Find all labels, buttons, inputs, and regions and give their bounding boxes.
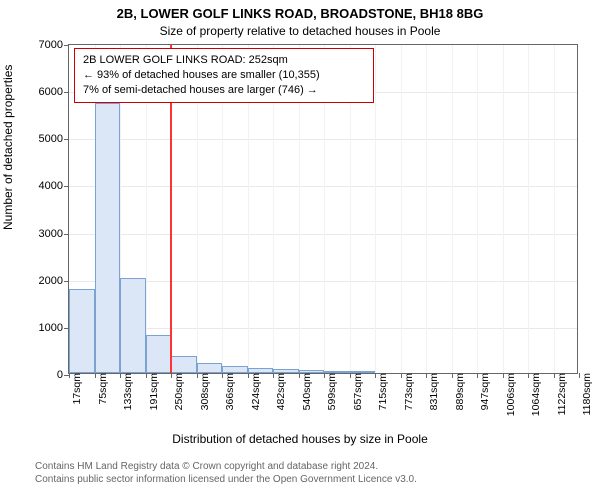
x-tick-label: 424sqm: [244, 373, 262, 410]
histogram-bar: [248, 368, 274, 373]
chart-subtitle: Size of property relative to detached ho…: [0, 24, 600, 38]
gridline-v: [426, 45, 427, 373]
x-tick-label: 540sqm: [295, 373, 313, 410]
histogram-bar: [222, 366, 248, 373]
annotation-line-1: 2B LOWER GOLF LINKS ROAD: 252sqm: [83, 53, 365, 68]
gridline-v: [401, 45, 402, 373]
x-tick-label: 482sqm: [269, 373, 287, 410]
histogram-bar: [120, 278, 146, 373]
y-tick-mark: [64, 186, 69, 187]
x-tick-label: 1180sqm: [575, 373, 593, 415]
x-tick-label: 657sqm: [346, 373, 364, 410]
gridline-v: [554, 45, 555, 373]
histogram-bar: [69, 289, 95, 373]
histogram-bar: [197, 363, 223, 373]
histogram-bar: [95, 103, 121, 373]
y-tick-mark: [64, 139, 69, 140]
y-tick-mark: [64, 45, 69, 46]
x-tick-label: 308sqm: [193, 373, 211, 410]
x-tick-label: 831sqm: [422, 373, 440, 410]
annotation-line-3: 7% of semi-detached houses are larger (7…: [83, 83, 365, 98]
gridline-v: [375, 45, 376, 373]
x-tick-label: 889sqm: [448, 373, 466, 410]
gridline-v: [477, 45, 478, 373]
x-tick-label: 947sqm: [473, 373, 491, 410]
x-tick-label: 75sqm: [91, 373, 109, 405]
x-tick-label: 1122sqm: [550, 373, 568, 415]
gridline-v: [452, 45, 453, 373]
x-tick-label: 250sqm: [167, 373, 185, 410]
histogram-bar: [273, 369, 299, 373]
histogram-bar: [324, 371, 350, 373]
x-tick-label: 133sqm: [116, 373, 134, 410]
y-tick-mark: [64, 281, 69, 282]
x-tick-label: 715sqm: [371, 373, 389, 410]
credits-line-1: Contains HM Land Registry data © Crown c…: [35, 460, 417, 473]
x-axis-label: Distribution of detached houses by size …: [0, 432, 600, 446]
x-tick-label: 599sqm: [320, 373, 338, 410]
annotation-line-2: ← 93% of detached houses are smaller (10…: [83, 68, 365, 83]
histogram-bar: [299, 370, 325, 373]
x-tick-label: 1006sqm: [499, 373, 517, 416]
x-tick-label: 1064sqm: [524, 373, 542, 416]
y-axis-label: Number of detached properties: [1, 65, 15, 230]
x-tick-label: 366sqm: [218, 373, 236, 410]
gridline-v: [503, 45, 504, 373]
chart-title: 2B, LOWER GOLF LINKS ROAD, BROADSTONE, B…: [0, 6, 600, 21]
x-tick-label: 773sqm: [397, 373, 415, 410]
histogram-bar: [171, 356, 197, 373]
x-tick-label: 191sqm: [142, 373, 160, 410]
x-tick-label: 17sqm: [65, 373, 83, 405]
histogram-bar: [350, 371, 376, 373]
gridline-v: [528, 45, 529, 373]
y-tick-mark: [64, 92, 69, 93]
credits-line-2: Contains public sector information licen…: [35, 473, 417, 486]
histogram-bar: [146, 335, 172, 373]
annotation-box: 2B LOWER GOLF LINKS ROAD: 252sqm ← 93% o…: [74, 48, 374, 103]
credits: Contains HM Land Registry data © Crown c…: [35, 460, 417, 486]
y-tick-mark: [64, 234, 69, 235]
